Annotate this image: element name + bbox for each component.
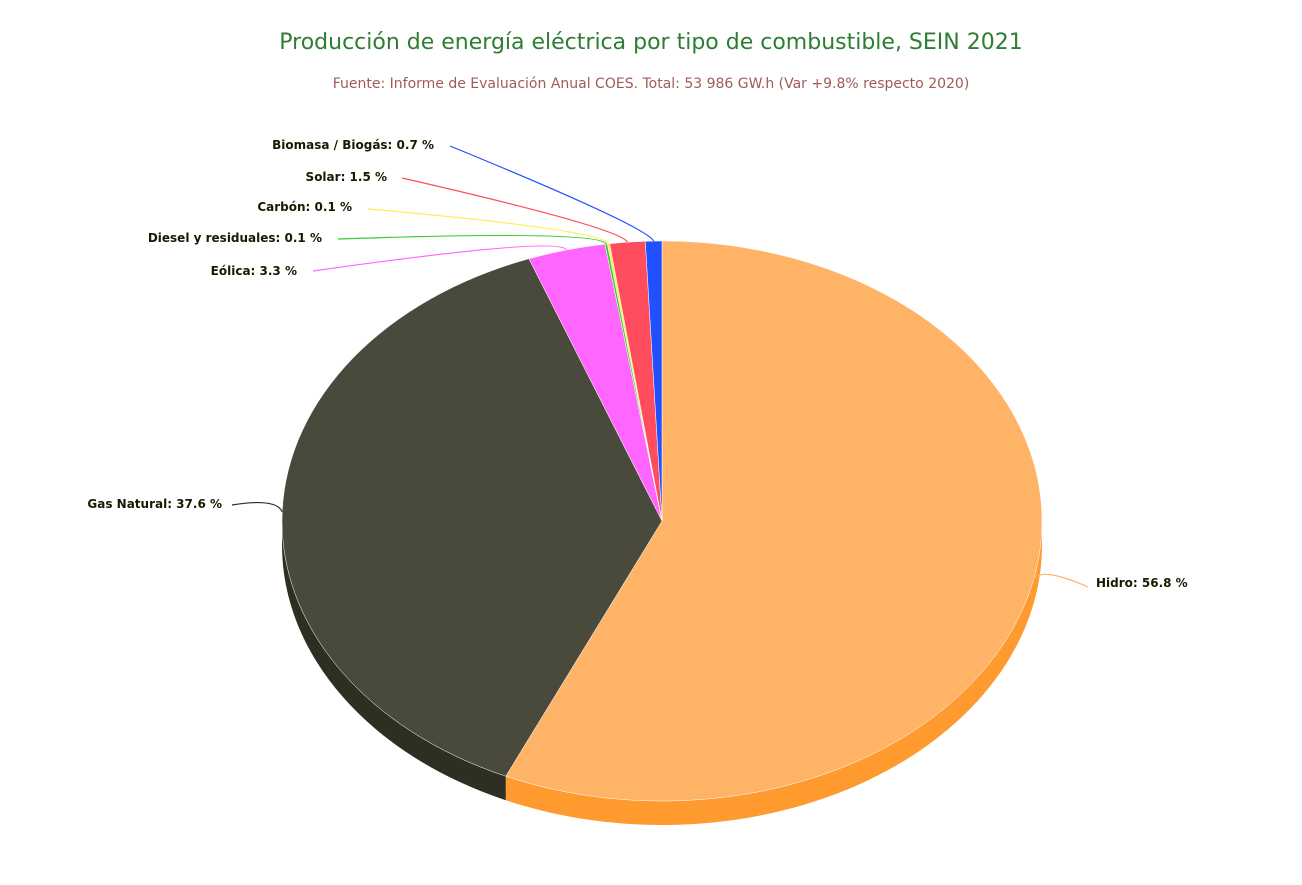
data-label-biomasa-biogas: Biomasa / Biogás: 0.7 %: [272, 138, 434, 152]
connector-hidro: [1032, 573, 1089, 588]
data-label-eolica: Eólica: 3.3 %: [211, 264, 297, 278]
pie-slice-hidro[interactable]: [505, 240, 1043, 802]
connector-biomasa-biogas: [449, 145, 655, 242]
pie-side-walls: [282, 521, 1042, 825]
data-label-hidro: Hidro: 56.8 %: [1096, 576, 1188, 590]
connector-diesel-y-residuales: [337, 234, 607, 245]
pie-side-hidro: [505, 521, 1042, 825]
pie-slices: [281, 240, 1043, 802]
chart-subtitle: Fuente: Informe de Evaluación Anual COES…: [332, 76, 970, 92]
pie-labels: Hidro: 56.8 % Gas Natural: 37.6 % Eólica: …: [87, 138, 1187, 590]
data-label-diesel-y-residuales: Diesel y residuales: 0.1 %: [148, 231, 322, 245]
data-label-solar: Solar: 1.5 %: [306, 170, 387, 184]
data-label-gas-natural: Gas Natural: 37.6 %: [87, 497, 222, 511]
data-label-carbon: Carbón: 0.1 %: [257, 200, 352, 214]
connector-gas-natural: [231, 501, 283, 513]
connector-solar: [401, 177, 629, 243]
connector-eolica: [312, 245, 567, 272]
connector-carbon: [367, 208, 610, 245]
pie-side-gas-natural: [282, 521, 506, 801]
chart-title: Producción de energía eléctrica por tipo…: [279, 30, 1023, 55]
